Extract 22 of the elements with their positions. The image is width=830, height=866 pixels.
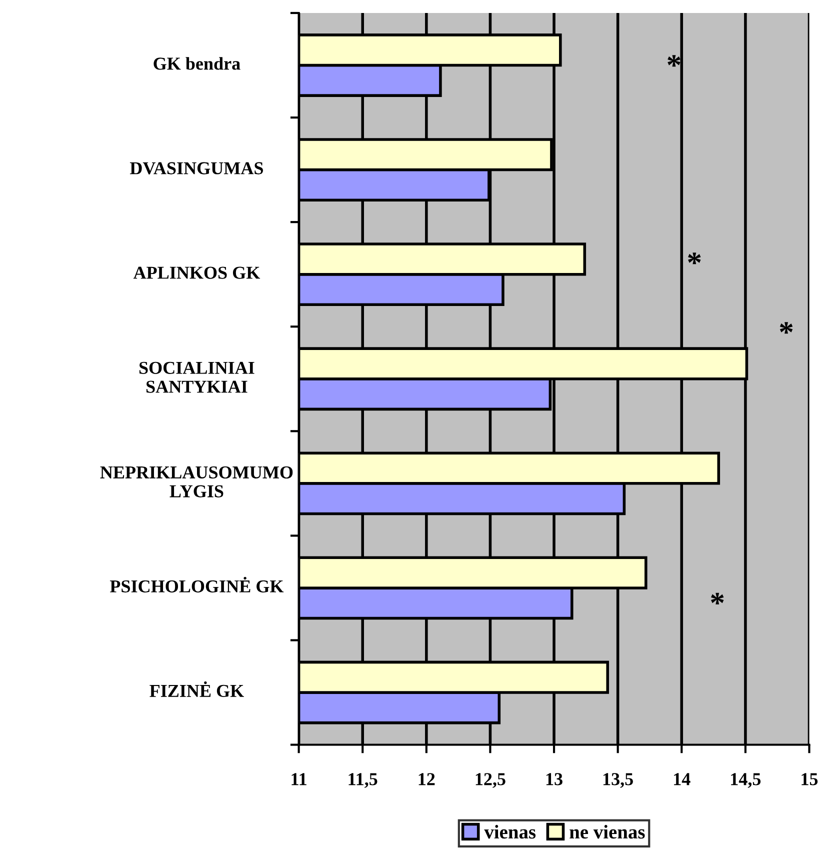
y-tick-label: PSICHOLOGINĖ GK bbox=[110, 576, 284, 592]
x-tick-label: 13 bbox=[546, 773, 562, 786]
y-tick-label: APLINKOS GK bbox=[133, 266, 260, 279]
x-tick-label: 15 bbox=[802, 773, 818, 786]
annotation: * bbox=[688, 252, 701, 264]
annotation: * bbox=[780, 322, 793, 334]
y-tick-label: DVASINGUMAS bbox=[130, 162, 263, 174]
annotation: * bbox=[711, 592, 724, 604]
annotation: * bbox=[668, 55, 680, 67]
x-tick-label: 12,5 bbox=[476, 773, 506, 788]
x-tick-label: 12 bbox=[418, 773, 435, 786]
y-tick-label: FIZINĖ GK bbox=[150, 681, 244, 698]
x-tick-label: 13,5 bbox=[603, 773, 633, 788]
x-tick-label: 14 bbox=[674, 773, 690, 786]
x-tick-label: 11,5 bbox=[348, 773, 378, 788]
x-tick-label: 11 bbox=[292, 773, 306, 786]
legend-label: ne vienas bbox=[570, 824, 645, 839]
legend-label: vienas bbox=[484, 824, 536, 839]
x-tick-label: 14,5 bbox=[731, 773, 761, 788]
y-tick-label: SOCIALINIAI SANTYKIAI bbox=[139, 362, 254, 393]
y-tick-label: NEPRIKLAUSOMUMO LYGIS bbox=[100, 466, 293, 498]
y-tick-label: GK bendra bbox=[154, 57, 240, 70]
